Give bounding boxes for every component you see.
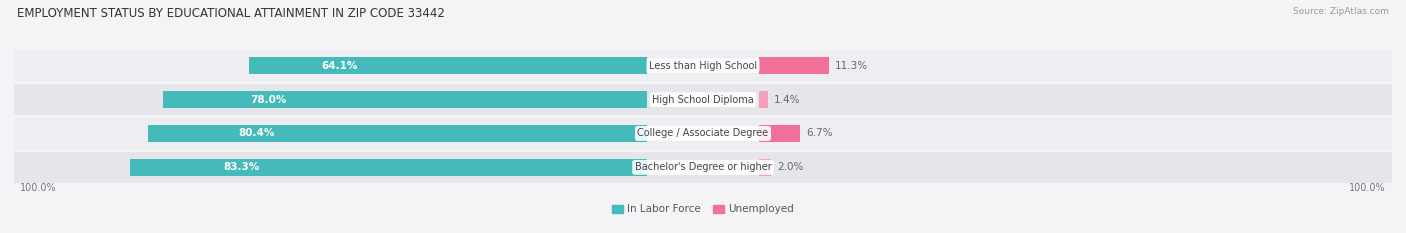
Text: 83.3%: 83.3% (224, 162, 260, 172)
Text: 100.0%: 100.0% (20, 183, 56, 193)
Text: Less than High School: Less than High School (650, 61, 756, 71)
Text: High School Diploma: High School Diploma (652, 95, 754, 105)
Bar (14, 118, 1392, 149)
Text: 2.0%: 2.0% (778, 162, 804, 172)
Legend: In Labor Force, Unemployed: In Labor Force, Unemployed (609, 200, 797, 219)
Text: 80.4%: 80.4% (238, 128, 274, 138)
Bar (148, 125, 647, 142)
Bar (759, 91, 768, 108)
Bar (14, 50, 1392, 81)
Text: EMPLOYMENT STATUS BY EDUCATIONAL ATTAINMENT IN ZIP CODE 33442: EMPLOYMENT STATUS BY EDUCATIONAL ATTAINM… (17, 7, 444, 20)
Bar (14, 152, 1392, 183)
Text: College / Associate Degree: College / Associate Degree (637, 128, 769, 138)
Text: Bachelor's Degree or higher: Bachelor's Degree or higher (634, 162, 772, 172)
Bar (759, 57, 830, 75)
Text: 100.0%: 100.0% (1350, 183, 1386, 193)
Text: 78.0%: 78.0% (250, 95, 287, 105)
Text: 11.3%: 11.3% (835, 61, 869, 71)
Bar (249, 57, 647, 75)
Bar (759, 125, 800, 142)
Text: 1.4%: 1.4% (773, 95, 800, 105)
Bar (14, 84, 1392, 115)
Text: 64.1%: 64.1% (321, 61, 357, 71)
Bar (163, 91, 647, 108)
Bar (759, 158, 772, 176)
Text: 6.7%: 6.7% (807, 128, 834, 138)
Text: Source: ZipAtlas.com: Source: ZipAtlas.com (1294, 7, 1389, 16)
Bar (131, 158, 647, 176)
